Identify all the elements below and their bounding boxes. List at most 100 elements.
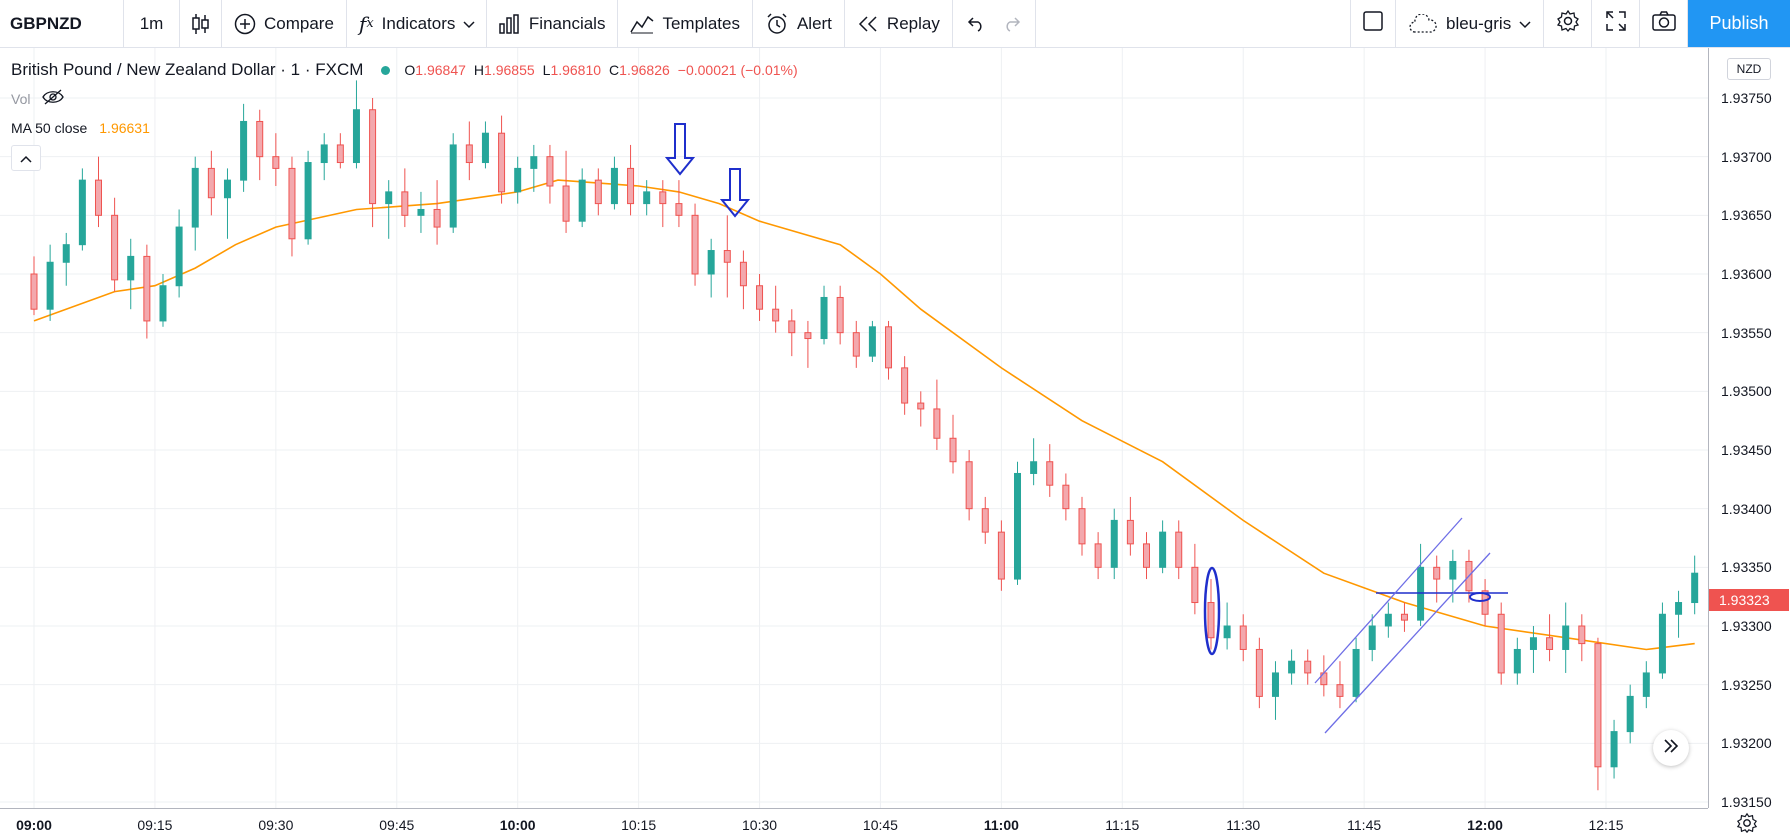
candle [78,168,86,251]
replay-button[interactable]: Replay [845,0,953,47]
highlight-ellipse[interactable] [1203,566,1221,656]
time-tick-label: 09:30 [258,817,294,833]
candle-body [1642,672,1650,697]
interval-button[interactable]: 1m [124,0,180,47]
undo-icon[interactable] [967,16,985,32]
alert-button[interactable]: Alert [753,0,845,47]
time-tick-label: 11:45 [1347,817,1382,833]
time-tick-label: 10:45 [862,817,898,833]
candle [1159,520,1167,574]
double-chevron-right-icon [1663,738,1679,758]
candle [1288,649,1296,685]
candle-body [143,255,151,322]
candle-body [304,162,312,240]
candle [1014,461,1022,585]
candle-body [1110,519,1118,568]
candle-body [256,120,264,158]
compare-button[interactable]: Compare [222,0,347,47]
candle-body [433,208,441,228]
gear-icon [1556,9,1580,38]
channel-upper-line[interactable] [1314,517,1463,684]
cloud-icon [1408,13,1438,34]
channel-lower-line[interactable] [1324,552,1491,734]
candle [111,197,119,292]
candle-body [94,179,102,216]
fullscreen-layout-button[interactable] [1350,0,1396,47]
chart-type-button[interactable] [180,0,222,47]
legend-open: O1.96847 [404,62,466,78]
eye-hidden-icon[interactable] [42,89,65,110]
chevron-down-icon[interactable] [463,14,475,34]
price-chart[interactable] [0,48,1708,808]
candle [901,356,909,415]
candle-body [385,191,393,205]
plus-circle-icon [234,13,256,35]
candle-body [498,132,506,193]
candle-body [401,191,409,216]
alert-label: Alert [796,13,832,33]
interval-label: 1m [139,13,164,33]
collapse-legend-button[interactable] [11,145,41,171]
legend-high: H1.96855 [474,62,535,78]
candle [1110,508,1118,580]
axis-settings-button[interactable] [1736,812,1758,839]
fullscreen-button[interactable] [1592,0,1640,47]
price-axis[interactable]: 1.93750 1.93700 1.93650 1.93600 1.93550 1.935… [1708,48,1790,810]
snapshot-button[interactable] [1640,0,1688,47]
symbol-label: GBPNZD [10,13,82,33]
candle-body [820,296,828,340]
candle-body [449,144,457,228]
candle-body [933,408,941,439]
candle [385,180,393,239]
currency-badge[interactable]: NZD [1727,58,1771,80]
candles-icon [191,13,211,35]
candlestick-series [30,80,1699,791]
volume-label[interactable]: Vol [11,91,31,107]
settings-button[interactable] [1544,0,1592,47]
candle-body [175,226,183,287]
candle [1304,649,1312,685]
candle [1046,444,1054,497]
candle [1191,543,1199,615]
legend-ma-row: MA 50 close 1.96631 [11,116,798,140]
candle [1207,579,1215,650]
arrow-down-icon[interactable] [719,168,751,218]
candle-body [1433,566,1441,580]
arrow-down-icon[interactable] [664,123,696,176]
candle-body [30,273,38,310]
time-tick-label: 09:15 [137,817,173,833]
candle [981,496,989,544]
candle-body [1159,531,1167,568]
candle-body [1062,484,1070,510]
open-value: 1.96847 [415,62,466,78]
close-label: C [609,62,620,78]
time-axis[interactable]: 09:00 09:15 09:30 09:45 10:00 10:15 10:30 10:45… [0,808,1708,839]
candle [1271,661,1279,720]
financials-button[interactable]: Financials [487,0,619,47]
chevron-down-icon [1519,14,1531,34]
high-label: H [473,62,485,78]
candle-body [578,179,586,222]
ma-label[interactable]: MA 50 close [11,120,88,136]
candle-body [691,214,699,275]
legend-symbol-title[interactable]: British Pound / New Zealand Dollar · 1 ·… [11,60,364,79]
drawing-annotations[interactable] [664,123,1508,734]
candle-body [836,296,844,334]
candle [691,203,699,286]
candle [885,320,893,380]
candle [256,109,264,181]
symbol-search[interactable]: GBPNZD [0,0,124,47]
candle-body [1546,637,1554,650]
scroll-to-realtime-button[interactable] [1653,730,1689,766]
candle [1513,637,1521,685]
publish-button[interactable]: Publish [1688,0,1790,47]
candle [1610,719,1618,779]
redo-icon[interactable] [1003,16,1021,32]
templates-button[interactable]: Templates [618,0,753,47]
layout-menu-button[interactable]: bleu-gris [1396,0,1544,47]
time-tick-label: 11:00 [983,817,1019,833]
candle-body [643,191,651,205]
candle [739,250,747,310]
candle [723,215,731,298]
